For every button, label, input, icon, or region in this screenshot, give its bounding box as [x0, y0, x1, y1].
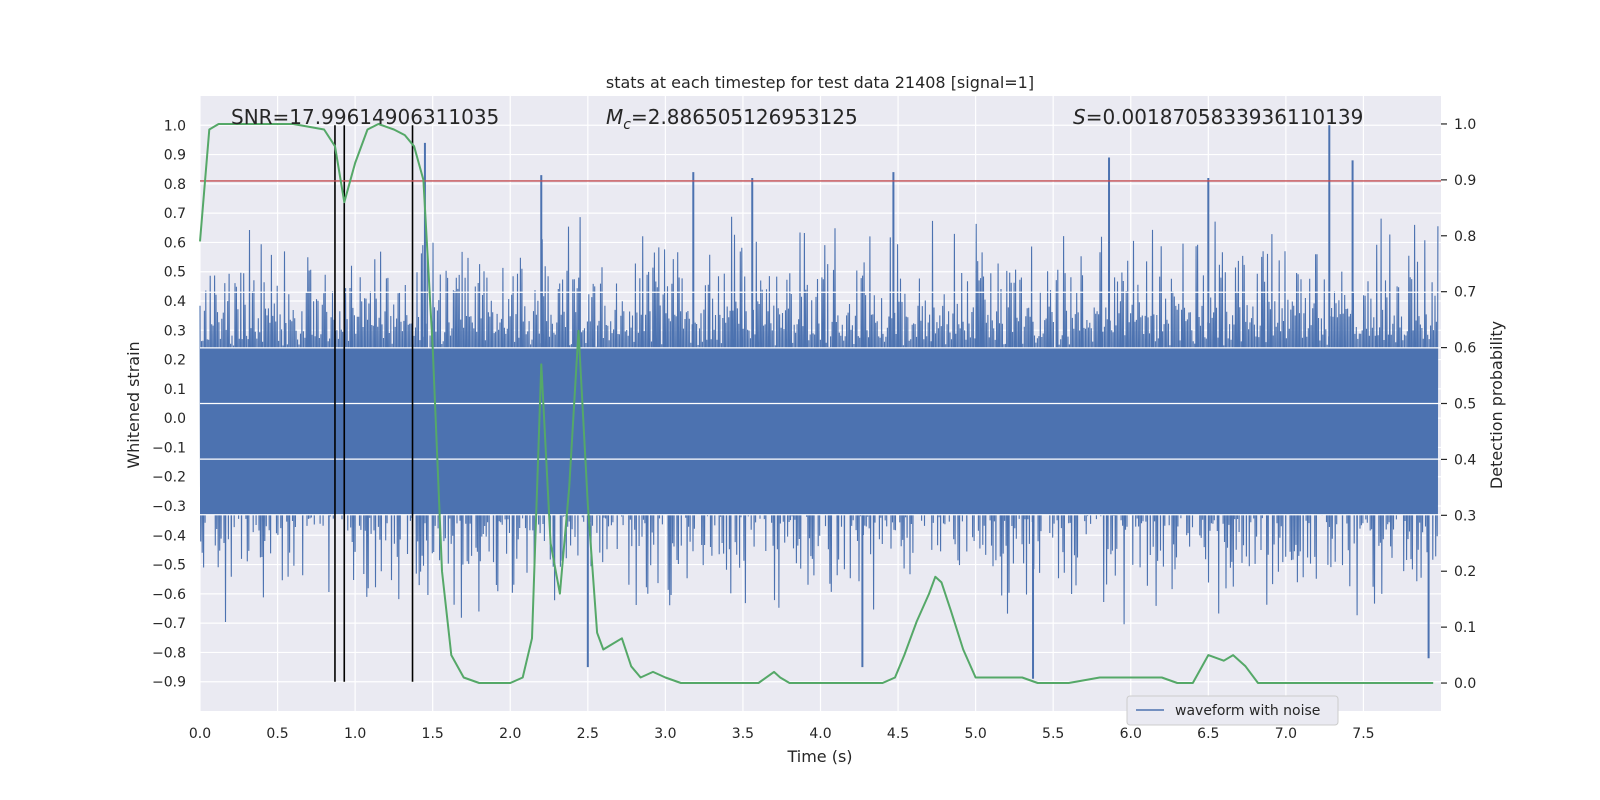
vertical-markers	[334, 125, 414, 682]
legend: waveform with noise	[1126, 695, 1339, 726]
legend-box	[1126, 695, 1339, 726]
chirp-mass-value: =2.886505126953125	[631, 105, 858, 129]
right-y-tick-label: 0.5	[1454, 397, 1476, 413]
x-tick-label: 6.5	[1197, 726, 1219, 742]
right-y-tick-label: 0.4	[1454, 452, 1476, 468]
x-tick-label: 5.5	[1042, 726, 1064, 742]
left-y-axis-label: Whitened strain	[124, 341, 143, 468]
left-y-tick-label: 1.0	[164, 118, 186, 134]
x-tick-label: 7.0	[1275, 726, 1297, 742]
x-tick-label: 2.0	[499, 726, 521, 742]
right-y-tick-label: 0.0	[1454, 676, 1476, 692]
x-axis-label: Time (s)	[786, 747, 852, 766]
right-y-tick-label: 0.6	[1454, 341, 1476, 357]
left-y-tick-label: 0.9	[164, 148, 186, 164]
x-tick-label: 3.5	[732, 726, 754, 742]
chirp-mass-symbol: M	[606, 105, 623, 129]
x-tick-label: 0.0	[189, 726, 211, 742]
left-y-tick-label: 0.4	[164, 294, 186, 310]
right-y-tick-label: 0.9	[1454, 173, 1476, 189]
left-y-tick-label: −0.9	[152, 675, 186, 691]
right-y-tick-label: 0.7	[1454, 285, 1476, 301]
x-tick-label: 1.5	[422, 726, 444, 742]
left-y-tick-label: −0.7	[152, 616, 186, 632]
left-y-tick-label: −0.2	[152, 470, 186, 486]
x-tick-label: 2.5	[577, 726, 599, 742]
x-tick-label: 4.5	[887, 726, 909, 742]
left-y-axis-ticks: 1.0 0.9 0.8 0.7 0.6 0.5 0.4 0.3 0.2 0.1 0.0 −0.1 −0.…	[152, 118, 186, 690]
right-y-tick-label: 0.3	[1454, 508, 1476, 524]
left-y-tick-label: −0.6	[152, 587, 186, 603]
left-y-tick-label: −0.8	[152, 645, 186, 661]
s-value: =0.0018705833936110139	[1086, 105, 1364, 129]
x-tick-label: 5.0	[964, 726, 986, 742]
right-y-tick-label: 0.2	[1454, 564, 1476, 580]
x-tick-label: 3.0	[654, 726, 676, 742]
left-y-tick-label: 0.2	[164, 353, 186, 369]
left-y-tick-label: 0.1	[164, 382, 186, 398]
chirp-mass-annotation: Mc=2.886505126953125	[606, 105, 858, 133]
x-tick-label: 6.0	[1120, 726, 1142, 742]
waveform-core	[200, 347, 1438, 515]
s-symbol: S	[1073, 105, 1086, 129]
x-tick-label: 4.0	[809, 726, 831, 742]
probability-line	[199, 123, 1434, 684]
snr-annotation: SNR=17.99614906311035	[231, 105, 499, 129]
right-y-tick-label: 0.1	[1454, 620, 1476, 636]
x-tick-label: 1.0	[344, 726, 366, 742]
probability-series	[199, 123, 1434, 684]
chirp-mass-subscript: c	[623, 117, 631, 133]
right-y-axis-label: Detection probability	[1487, 321, 1506, 489]
legend-label: waveform with noise	[1175, 703, 1320, 719]
waveform-series	[199, 125, 1441, 679]
right-y-axis-ticks: 1.0 0.9 0.8 0.7 0.6 0.5 0.4 0.3 0.2 0.1 0.0	[1441, 117, 1476, 692]
left-y-tick-label: 0.5	[164, 265, 186, 281]
left-y-tick-label: 0.8	[164, 177, 186, 193]
right-y-tick-label: 1.0	[1454, 117, 1476, 133]
left-y-tick-label: 0.0	[164, 411, 186, 427]
left-y-tick-label: −0.1	[152, 440, 186, 456]
left-y-tick-label: 0.7	[164, 206, 186, 222]
left-y-tick-label: −0.5	[152, 558, 186, 574]
left-y-tick-label: 0.6	[164, 235, 186, 251]
left-y-tick-label: −0.3	[152, 499, 186, 515]
right-y-tick-label: 0.8	[1454, 229, 1476, 245]
s-annotation: S=0.0018705833936110139	[1073, 105, 1363, 129]
left-y-tick-label: −0.4	[152, 528, 186, 544]
x-tick-label: 0.5	[266, 726, 288, 742]
x-axis-ticks: 0.0 0.5 1.0 1.5 2.0 2.5 3.0 3.5 4.0 4.5 5.0 5.5 6.0 6…	[189, 726, 1375, 742]
chart-title: stats at each timestep for test data 214…	[606, 73, 1034, 92]
x-tick-label: 7.5	[1352, 726, 1374, 742]
left-y-tick-label: 0.3	[164, 323, 186, 339]
